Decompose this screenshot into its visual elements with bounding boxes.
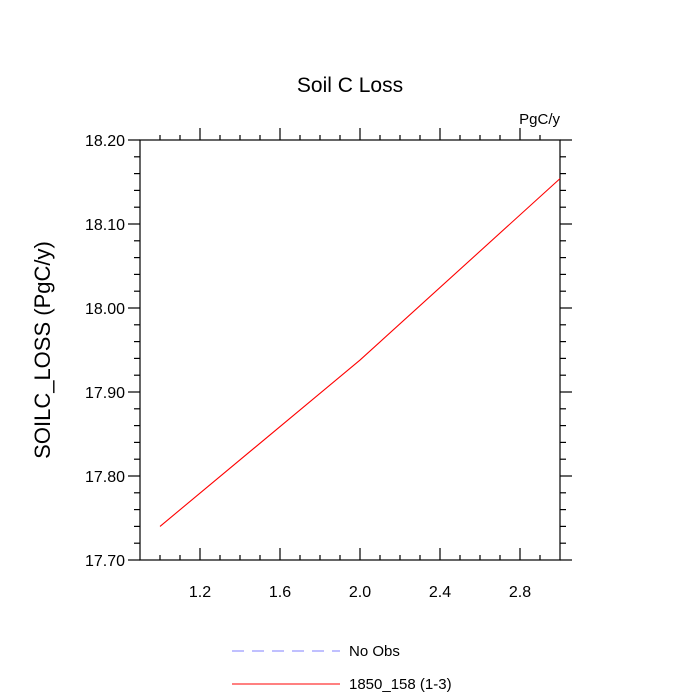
x-tick-label: 2.4	[429, 584, 451, 601]
y-tick-label: 18.20	[85, 133, 125, 150]
y-tick-label: 17.80	[85, 469, 125, 486]
series-layer	[159, 178, 561, 527]
x-tick-label: 2.0	[349, 584, 371, 601]
x-tick-label: 2.8	[509, 584, 531, 601]
x-tick-label: 1.6	[269, 584, 291, 601]
legend-label-1: No Obs	[349, 643, 400, 660]
axis-ticks: 1.2 1.6 2.0 2.4 2.8 17.70 17.80 17.90 18.00 18.10…	[85, 128, 572, 601]
y-tick-label: 18.00	[85, 301, 125, 318]
legend: No Obs 1850_158 (1-3)	[232, 643, 452, 693]
series-line-2	[159, 178, 561, 527]
y-tick-label: 17.90	[85, 385, 125, 402]
y-tick-label: 18.10	[85, 217, 125, 234]
y-axis-label: SOILC_LOSS (PgC/y)	[30, 241, 55, 459]
plot-frame	[139, 139, 561, 561]
legend-label-2: 1850_158 (1-3)	[349, 676, 452, 693]
units-label: PgC/y	[519, 111, 560, 128]
chart-title: Soil C Loss	[297, 74, 403, 97]
x-tick-label: 1.2	[189, 584, 211, 601]
y-tick-label: 17.70	[85, 553, 125, 570]
